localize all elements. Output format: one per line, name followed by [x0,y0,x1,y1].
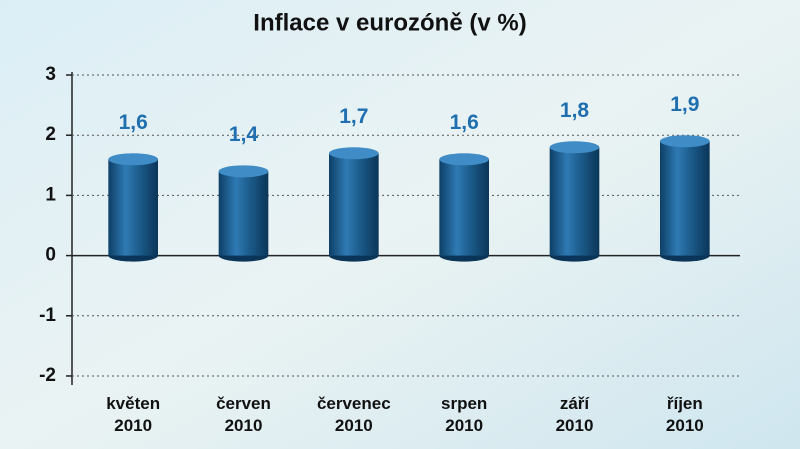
bar [329,153,379,256]
y-tick-label: 3 [45,64,56,85]
data-label: 1,6 [450,111,479,134]
bar [108,159,158,256]
y-tick-label: 2 [45,124,56,145]
cylinder-top [660,135,710,148]
data-label: 1,7 [339,105,368,128]
chart-title: Inflace v eurozóně (v %) [253,9,526,36]
data-label: 1,8 [560,99,590,122]
data-label: 1,6 [119,111,148,134]
data-label: 1,9 [670,93,699,116]
x-tick-label: červen 2010 [216,394,271,435]
x-tick-label: září 2010 [556,394,594,435]
x-tick-label: červenec 2010 [317,394,391,435]
x-tick-label: květen 2010 [106,394,160,435]
x-tick-label: říjen 2010 [666,394,704,435]
cylinder-top [329,147,379,160]
y-tick-label: -2 [39,365,56,386]
y-tick-label: 1 [45,184,56,205]
x-tick-label: srpen 2010 [441,394,487,435]
y-tick-label: -1 [39,305,56,326]
y-tick-label: 0 [45,245,56,266]
cylinder-top [108,153,158,166]
cylinder-top [439,153,489,166]
bar [549,147,600,256]
cylinder-top [218,165,269,178]
bar [439,159,489,256]
cylinder-top [549,141,600,154]
data-label: 1,4 [229,123,259,146]
bar [660,141,710,256]
bar [218,171,269,256]
